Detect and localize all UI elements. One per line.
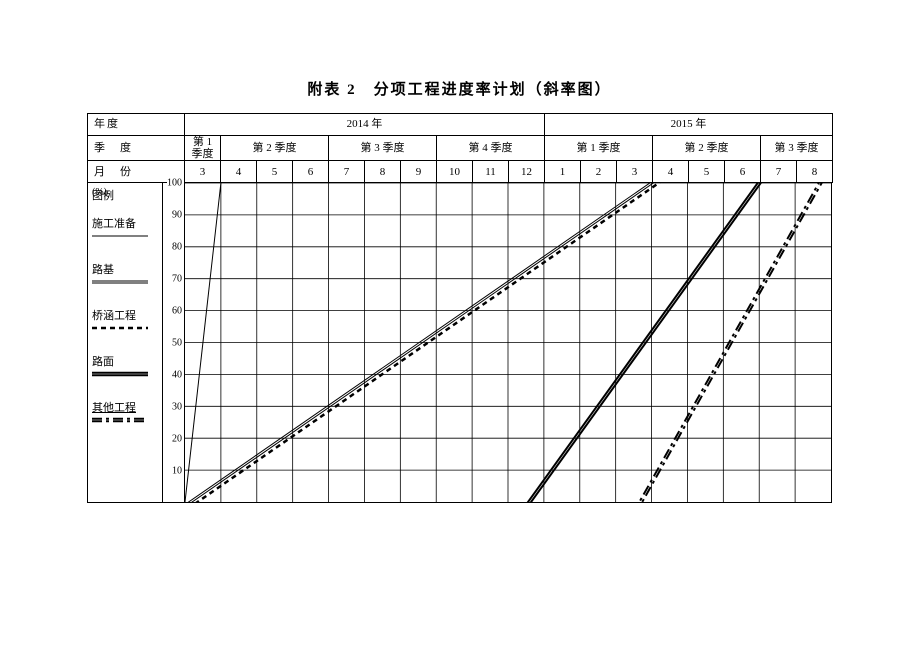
legend-item-sample	[92, 277, 148, 289]
legend-item-sample	[92, 231, 148, 243]
header-table: 年度2014 年2015 年季 度第 1 季度第 2 季度第 3 季度第 4 季…	[87, 113, 833, 183]
legend-item-label: 施工准备	[92, 215, 158, 231]
legend-item-sample	[92, 369, 148, 381]
ytick: 70	[172, 274, 184, 285]
ytick: 100	[167, 178, 184, 189]
legend-item-sample	[92, 323, 148, 335]
ytick: 80	[172, 242, 184, 253]
chart-body: 图例 (%)施工准备路基桥涵工程路面其他工程 10090807060504030…	[87, 183, 832, 503]
legend-item-label: 其他工程	[92, 399, 158, 415]
pct-label: (%)	[92, 187, 158, 198]
legend-item-label: 路基	[92, 261, 158, 277]
legend-item-label: 路面	[92, 353, 158, 369]
ytick-column: 100908070605040302010	[163, 183, 185, 502]
ytick: 60	[172, 306, 184, 317]
chart-title: 附表 2 分项工程进度率计划（斜率图）	[87, 78, 832, 99]
ytick: 90	[172, 210, 184, 221]
ytick: 10	[172, 466, 184, 477]
legend-column: 图例 (%)施工准备路基桥涵工程路面其他工程	[88, 183, 163, 502]
ytick: 50	[172, 338, 184, 349]
ytick: 30	[172, 402, 184, 413]
legend-item-label: 桥涵工程	[92, 307, 158, 323]
ytick: 20	[172, 434, 184, 445]
ytick: 40	[172, 370, 184, 381]
plot-area	[185, 183, 831, 502]
legend-item-sample	[92, 415, 148, 427]
